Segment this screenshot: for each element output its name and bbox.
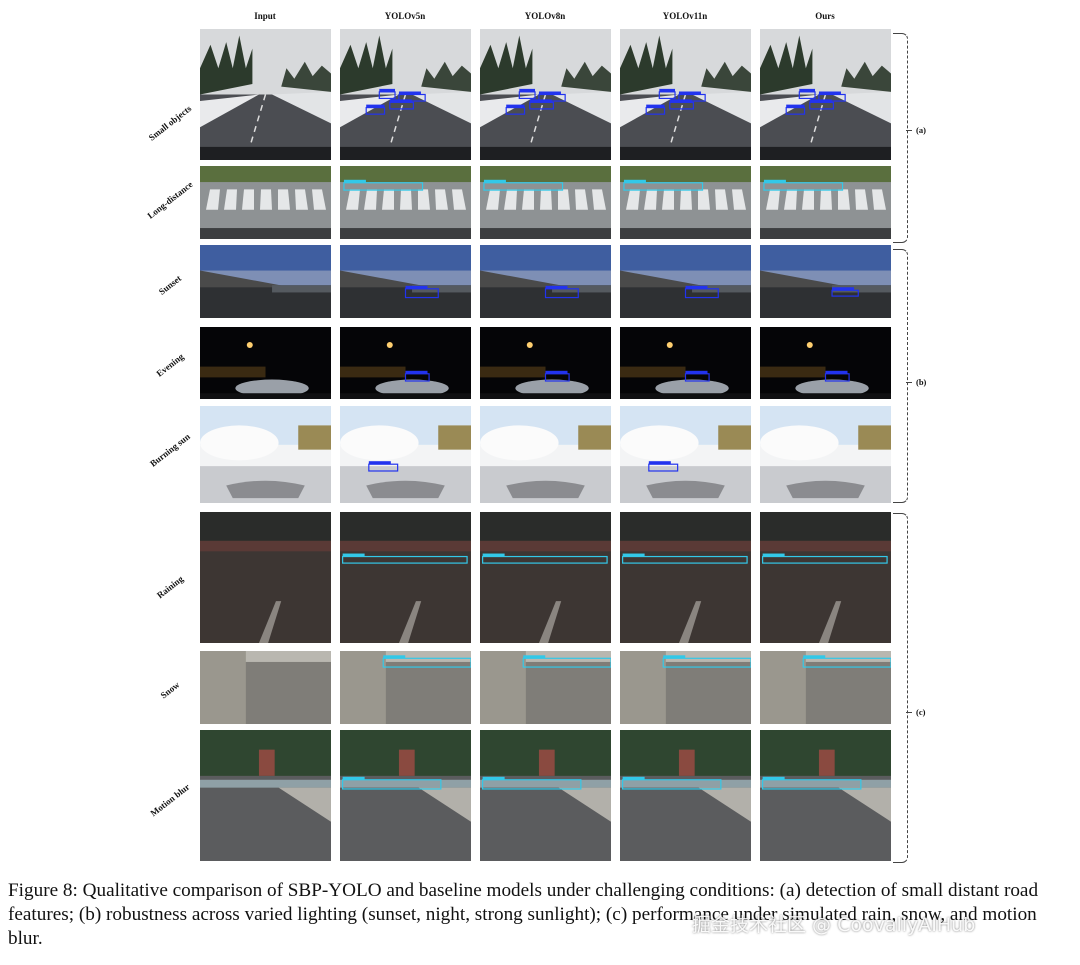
result-image-evening-input <box>200 327 331 399</box>
result-image-motion-blur-yolov8n <box>480 730 611 861</box>
bracket-a-tip <box>906 130 912 131</box>
result-image-raining-ours <box>760 512 891 643</box>
result-image-burning-sun-yolov5n <box>340 406 471 503</box>
result-image-raining-yolov8n <box>480 512 611 643</box>
result-image-crosswalk-yolov11n <box>620 166 751 239</box>
result-image-motion-blur-input <box>200 730 331 861</box>
result-image-motion-blur-yolov11n <box>620 730 751 861</box>
result-image-snow-input <box>200 651 331 724</box>
bracket-b-tip <box>906 382 912 383</box>
result-image-sunset-yolov8n <box>480 245 611 318</box>
result-image-snow-road-input <box>200 29 331 160</box>
result-image-sunset-ours <box>760 245 891 318</box>
result-image-burning-sun-input <box>200 406 331 503</box>
result-image-evening-yolov11n <box>620 327 751 399</box>
result-image-raining-yolov5n <box>340 512 471 643</box>
figure-caption: Figure 8: Qualitative comparison of SBP-… <box>8 880 1039 949</box>
col-header-input: Input <box>254 11 276 21</box>
result-image-snow-road-yolov5n <box>340 29 471 160</box>
result-image-evening-ours <box>760 327 891 399</box>
bracket-c <box>893 513 908 863</box>
result-image-snow-road-yolov11n <box>620 29 751 160</box>
result-image-burning-sun-yolov8n <box>480 406 611 503</box>
result-image-snow-yolov8n <box>480 651 611 724</box>
result-image-motion-blur-ours <box>760 730 891 861</box>
result-image-snow-ours <box>760 651 891 724</box>
result-image-snow-yolov11n <box>620 651 751 724</box>
result-image-snow-yolov5n <box>340 651 471 724</box>
result-image-raining-input <box>200 512 331 643</box>
bracket-b <box>893 249 908 503</box>
result-image-raining-yolov11n <box>620 512 751 643</box>
result-image-snow-road-ours <box>760 29 891 160</box>
col-header-ours: Ours <box>815 11 835 21</box>
bracket-c-tip <box>906 712 912 713</box>
group-label-b: (b) <box>916 377 927 387</box>
group-label-c: (c) <box>916 707 926 717</box>
result-image-burning-sun-ours <box>760 406 891 503</box>
result-image-burning-sun-yolov11n <box>620 406 751 503</box>
col-header-yolov8n: YOLOv8n <box>524 11 566 21</box>
result-image-sunset-yolov11n <box>620 245 751 318</box>
result-image-crosswalk-input <box>200 166 331 239</box>
result-image-crosswalk-ours <box>760 166 891 239</box>
bracket-a <box>893 33 908 243</box>
watermark: 掘金技术社区 @ CoovallyAIHub <box>692 914 976 936</box>
group-label-a: (a) <box>916 125 926 135</box>
col-header-yolov11n: YOLOv11n <box>662 11 708 21</box>
result-image-sunset-yolov5n <box>340 245 471 318</box>
result-image-snow-road-yolov8n <box>480 29 611 160</box>
result-image-crosswalk-yolov5n <box>340 166 471 239</box>
result-image-evening-yolov8n <box>480 327 611 399</box>
result-image-crosswalk-yolov8n <box>480 166 611 239</box>
col-header-yolov5n: YOLOv5n <box>384 11 426 21</box>
result-image-evening-yolov5n <box>340 327 471 399</box>
result-image-motion-blur-yolov5n <box>340 730 471 861</box>
result-image-sunset-input <box>200 245 331 318</box>
